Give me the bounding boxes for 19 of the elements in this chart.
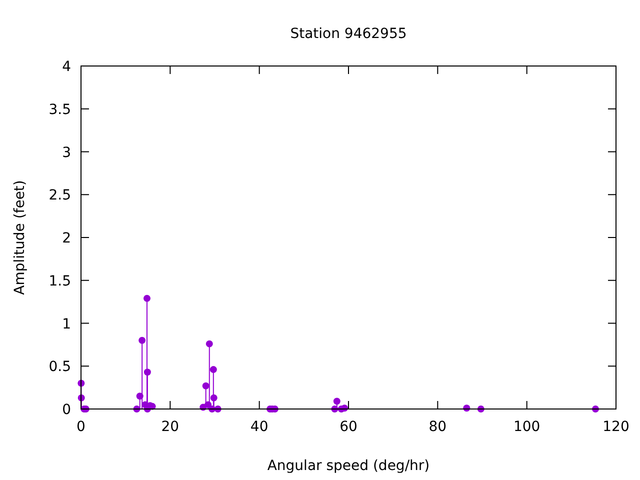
chart-title: Station 9462955 xyxy=(290,26,407,42)
x-tick-label: 120 xyxy=(602,419,630,435)
x-tick-label: 80 xyxy=(428,419,447,435)
x-tick-label: 60 xyxy=(340,419,358,435)
x-tick-label: 20 xyxy=(161,419,180,435)
y-tick-label: 2 xyxy=(62,230,71,246)
y-tick-label: 1.5 xyxy=(48,273,71,290)
y-tick-label: 0 xyxy=(62,402,71,418)
x-tick-label: 40 xyxy=(250,419,268,435)
y-tick-label: 0.5 xyxy=(48,359,71,376)
y-tick-label: 3.5 xyxy=(48,102,71,118)
x-axis-title: Angular speed (deg/hr) xyxy=(267,458,430,474)
y-tick-label: 2.5 xyxy=(48,188,71,204)
y-axis-title: Amplitude (feet) xyxy=(12,180,28,295)
y-tick-label: 1 xyxy=(62,316,71,332)
y-tick-label: 4 xyxy=(62,59,72,75)
x-tick-label: 0 xyxy=(76,419,86,435)
x-tick-label: 100 xyxy=(513,419,540,435)
y-tick-label: 3 xyxy=(62,144,71,161)
